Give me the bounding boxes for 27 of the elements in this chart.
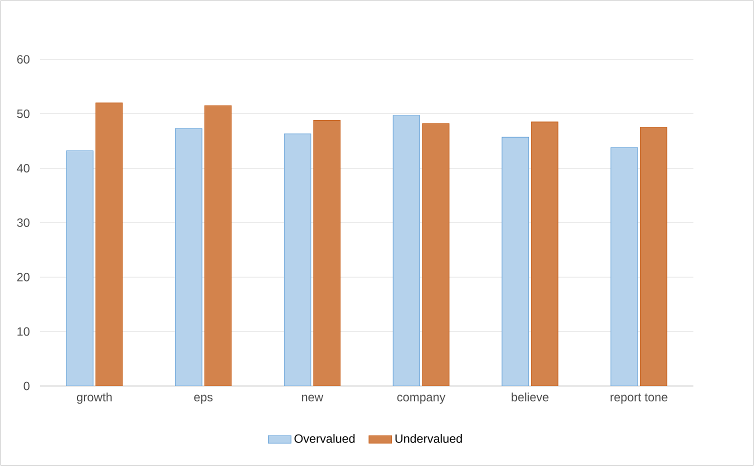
bar — [422, 123, 450, 386]
x-tick-label: eps — [194, 394, 213, 404]
bar — [204, 105, 232, 386]
y-tick-label: 40 — [16, 164, 30, 172]
legend-label: Undervalued — [396, 434, 462, 443]
bar — [96, 102, 123, 386]
y-tick-label: 0 — [24, 382, 30, 390]
y-tick-label: 50 — [17, 110, 30, 118]
bar — [392, 115, 420, 386]
x-tick-label: believe — [512, 392, 548, 402]
x-tick-label: company — [397, 394, 446, 404]
x-tick-label: growth — [76, 392, 112, 404]
y-tick-label: 10 — [18, 327, 30, 336]
x-tick-label: new — [302, 394, 324, 402]
bar — [313, 120, 340, 386]
y-tick-label: 20 — [17, 272, 30, 282]
bar — [175, 128, 202, 386]
bar — [66, 150, 94, 386]
y-tick-label: 60 — [17, 55, 30, 64]
x-tick-label: report tone — [610, 394, 668, 404]
y-tick-label: 30 — [17, 218, 30, 227]
bar — [610, 147, 638, 386]
bar — [640, 127, 668, 386]
bar — [531, 122, 558, 386]
bar — [284, 134, 312, 386]
bar — [502, 136, 529, 386]
legend-label: Overvalued — [294, 434, 355, 443]
